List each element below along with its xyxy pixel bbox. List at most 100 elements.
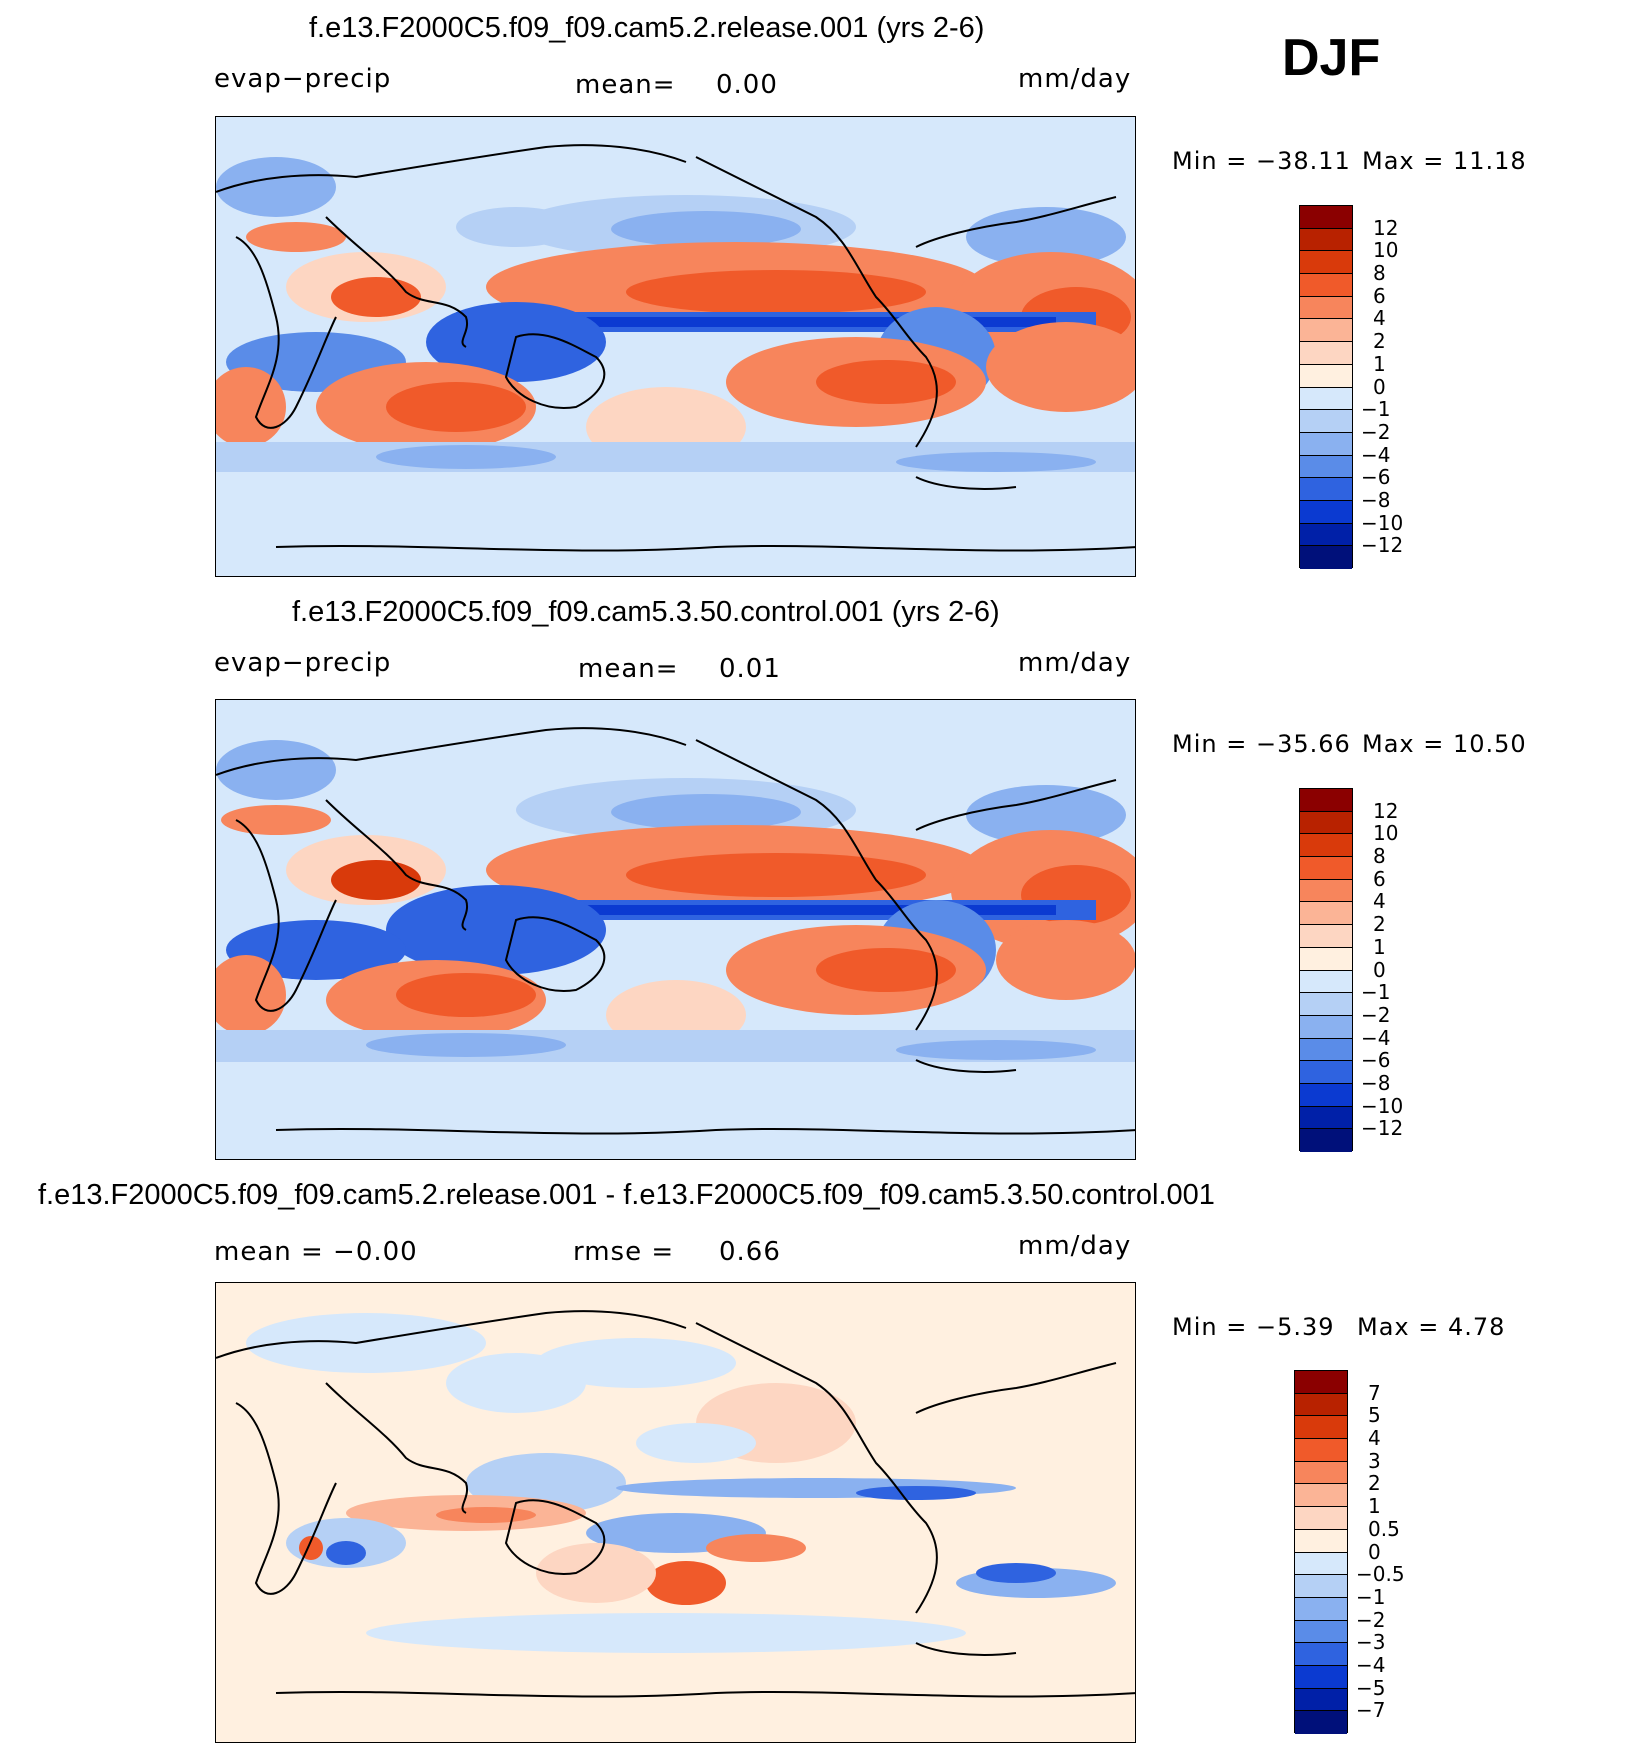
colorbar-tick-label: −2 bbox=[1356, 1607, 1386, 1632]
colorbar-swatch bbox=[1300, 1106, 1352, 1130]
panel-1-field bbox=[216, 117, 1135, 576]
colorbar-tick-label: −1 bbox=[1356, 1584, 1386, 1609]
panel-2-min: Min = −35.66 bbox=[1172, 730, 1351, 758]
colorbar-tick-label: 4 bbox=[1368, 1426, 1381, 1451]
colorbar-swatch bbox=[1295, 1507, 1347, 1530]
panel-2-mean-value: 0.01 bbox=[719, 654, 781, 684]
colorbar-swatch bbox=[1300, 811, 1352, 835]
colorbar-tick-label: 10 bbox=[1373, 821, 1399, 846]
colorbar-tick-label: −2 bbox=[1361, 419, 1391, 444]
colorbar-swatch bbox=[1300, 857, 1352, 880]
panel-3-units: mm/day bbox=[1018, 1231, 1132, 1261]
panel-2-field bbox=[216, 700, 1135, 1159]
colorbar-tick-label: 12 bbox=[1373, 798, 1399, 823]
panel-1-colorbar bbox=[1299, 205, 1353, 569]
panel-1-variable-label: evap−precip bbox=[214, 64, 392, 94]
panel-2-title: f.e13.F2000C5.f09_f09.cam5.3.50.control.… bbox=[292, 596, 1000, 628]
panel-2-max: Max = 10.50 bbox=[1362, 730, 1527, 758]
colorbar-swatch bbox=[1300, 364, 1352, 388]
colorbar-tick-label: 2 bbox=[1373, 329, 1386, 354]
panel-3-mean: mean = −0.00 bbox=[214, 1237, 418, 1267]
colorbar-tick-label: −6 bbox=[1361, 465, 1391, 490]
panel-2-mean-label: mean= bbox=[578, 654, 679, 684]
panel-2-colorbar bbox=[1299, 788, 1353, 1152]
colorbar-swatch bbox=[1300, 902, 1352, 926]
panel-3-max: Max = 4.78 bbox=[1357, 1313, 1506, 1341]
colorbar-tick-label: −2 bbox=[1361, 1002, 1391, 1027]
colorbar-tick-label: 0 bbox=[1373, 957, 1386, 982]
colorbar-swatch bbox=[1300, 1061, 1352, 1084]
colorbar-swatch bbox=[1295, 1643, 1347, 1666]
colorbar-swatch bbox=[1295, 1552, 1347, 1576]
colorbar-swatch bbox=[1300, 789, 1352, 812]
colorbar-tick-label: 6 bbox=[1373, 866, 1386, 891]
colorbar-tick-label: 0 bbox=[1368, 1539, 1381, 1564]
colorbar-swatch bbox=[1300, 228, 1352, 252]
colorbar-tick-label: −3 bbox=[1356, 1630, 1386, 1655]
panel-3-field bbox=[216, 1283, 1135, 1742]
colorbar-tick-label: 8 bbox=[1373, 844, 1386, 869]
panel-3-colorbar bbox=[1294, 1370, 1348, 1734]
colorbar-swatch bbox=[1300, 251, 1352, 275]
colorbar-swatch bbox=[1300, 500, 1352, 524]
colorbar-swatch bbox=[1300, 432, 1352, 456]
colorbar-swatch bbox=[1300, 387, 1352, 411]
colorbar-swatch bbox=[1295, 1575, 1347, 1598]
panel-2-map bbox=[215, 699, 1136, 1160]
colorbar-tick-label: −8 bbox=[1361, 1070, 1391, 1095]
colorbar-swatch bbox=[1300, 970, 1352, 994]
colorbar-tick-label: −10 bbox=[1361, 510, 1404, 535]
colorbar-swatch bbox=[1300, 993, 1352, 1016]
panel-1-max: Max = 11.18 bbox=[1362, 147, 1527, 175]
season-label: DJF bbox=[1282, 29, 1381, 87]
colorbar-swatch bbox=[1295, 1439, 1347, 1462]
colorbar-swatch bbox=[1295, 1484, 1347, 1508]
colorbar-swatch bbox=[1300, 879, 1352, 903]
colorbar-tick-label: 7 bbox=[1368, 1380, 1381, 1405]
colorbar-swatch bbox=[1300, 206, 1352, 229]
colorbar-tick-label: −1 bbox=[1361, 397, 1391, 422]
colorbar-swatch bbox=[1295, 1597, 1347, 1621]
colorbar-swatch bbox=[1295, 1461, 1347, 1485]
colorbar-swatch bbox=[1300, 1129, 1352, 1152]
colorbar-tick-label: −4 bbox=[1356, 1652, 1386, 1677]
colorbar-swatch bbox=[1300, 1015, 1352, 1039]
colorbar-tick-label: 2 bbox=[1368, 1471, 1381, 1496]
colorbar-tick-label: −8 bbox=[1361, 487, 1391, 512]
panel-1-title: f.e13.F2000C5.f09_f09.cam5.2.release.001… bbox=[309, 12, 985, 44]
panel-3-map bbox=[215, 1282, 1136, 1743]
colorbar-tick-label: −7 bbox=[1356, 1698, 1386, 1723]
colorbar-tick-label: −4 bbox=[1361, 442, 1391, 467]
colorbar-swatch bbox=[1295, 1529, 1347, 1553]
colorbar-swatch bbox=[1300, 478, 1352, 501]
panel-2-units: mm/day bbox=[1018, 648, 1132, 678]
colorbar-tick-label: 0.5 bbox=[1368, 1516, 1400, 1541]
colorbar-swatch bbox=[1295, 1393, 1347, 1417]
colorbar-swatch bbox=[1300, 410, 1352, 433]
colorbar-swatch bbox=[1300, 1038, 1352, 1062]
colorbar-tick-label: 8 bbox=[1373, 261, 1386, 286]
colorbar-swatch bbox=[1295, 1620, 1347, 1644]
colorbar-tick-label: −6 bbox=[1361, 1048, 1391, 1073]
panel-1-map bbox=[215, 116, 1136, 577]
colorbar-swatch bbox=[1300, 834, 1352, 858]
colorbar-swatch bbox=[1300, 523, 1352, 547]
colorbar-tick-label: 1 bbox=[1373, 934, 1386, 959]
panel-1-mean-value: 0.00 bbox=[716, 70, 778, 100]
colorbar-swatch bbox=[1300, 296, 1352, 320]
colorbar-swatch bbox=[1300, 925, 1352, 948]
panel-1-mean-label: mean= bbox=[575, 70, 676, 100]
colorbar-tick-label: −10 bbox=[1361, 1093, 1404, 1118]
colorbar-tick-label: 10 bbox=[1373, 238, 1399, 263]
colorbar-tick-label: −0.5 bbox=[1356, 1562, 1405, 1587]
panel-3-min: Min = −5.39 bbox=[1172, 1313, 1335, 1341]
colorbar-swatch bbox=[1300, 546, 1352, 569]
panel-3-rmse-label: rmse = bbox=[573, 1237, 675, 1267]
colorbar-tick-label: 1 bbox=[1368, 1494, 1381, 1519]
panel-3-rmse-value: 0.66 bbox=[719, 1237, 781, 1267]
colorbar-swatch bbox=[1300, 274, 1352, 297]
colorbar-swatch bbox=[1295, 1688, 1347, 1712]
colorbar-swatch bbox=[1295, 1416, 1347, 1440]
colorbar-swatch bbox=[1300, 342, 1352, 365]
colorbar-tick-label: 6 bbox=[1373, 283, 1386, 308]
